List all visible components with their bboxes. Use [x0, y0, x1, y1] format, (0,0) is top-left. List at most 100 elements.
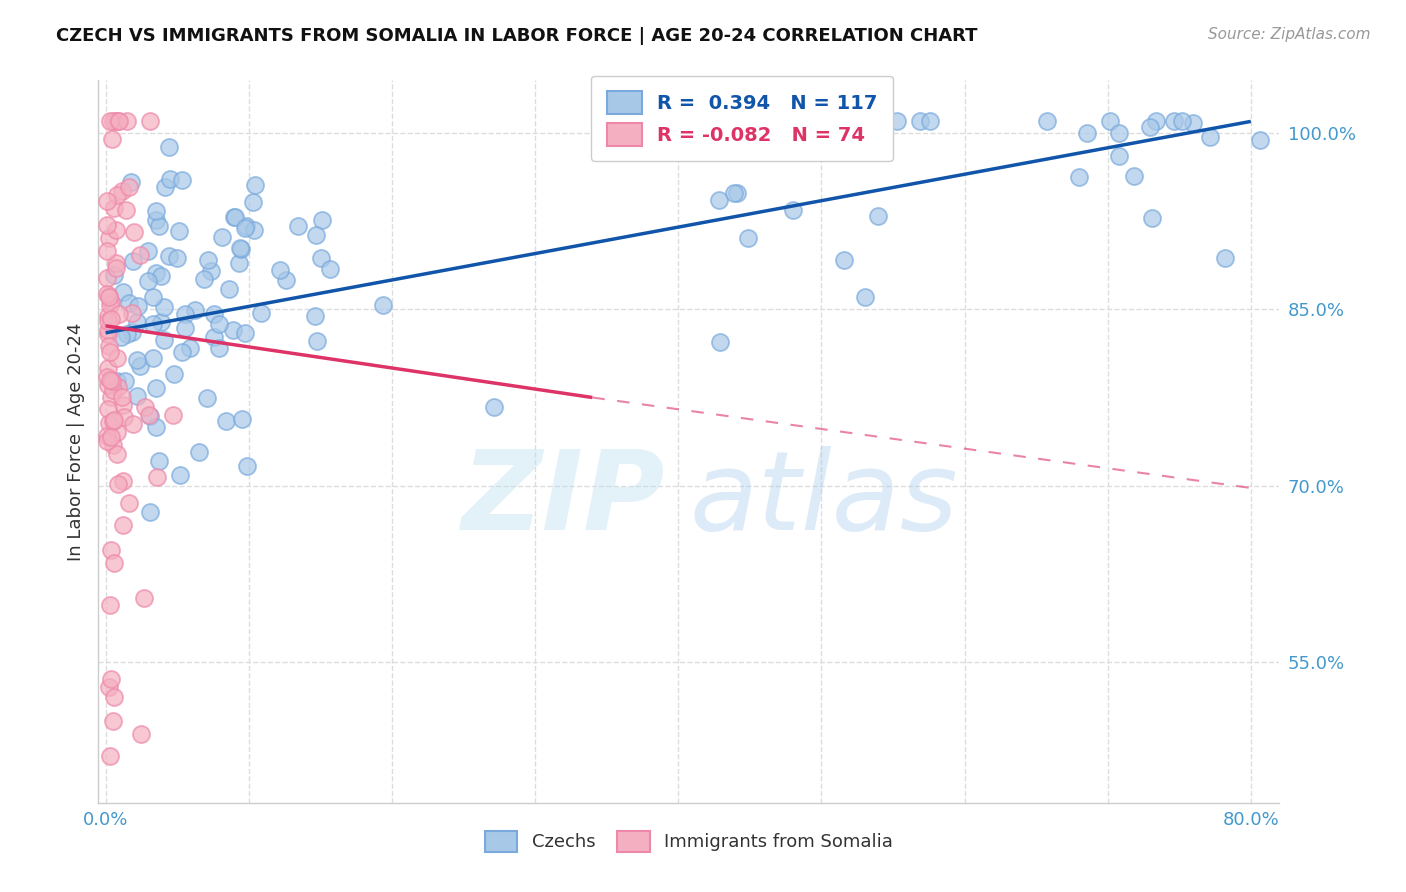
Point	[110, 329, 132, 343]
Point	[309, 251, 332, 265]
Point	[128, 248, 150, 262]
Point	[100, 430, 122, 444]
Point	[122, 225, 145, 239]
Point	[179, 342, 201, 356]
Point	[100, 673, 122, 687]
Point	[148, 219, 170, 233]
Point	[318, 261, 340, 276]
Point	[134, 591, 156, 606]
Point	[202, 307, 225, 321]
Point	[96, 314, 118, 328]
Point	[100, 294, 122, 309]
Point	[167, 224, 190, 238]
Point	[153, 179, 176, 194]
Point	[101, 383, 124, 397]
Point	[111, 184, 134, 198]
Point	[114, 375, 136, 389]
Point	[482, 401, 505, 415]
Point	[107, 307, 129, 321]
Point	[243, 178, 266, 193]
Point	[229, 242, 252, 256]
Point	[103, 414, 125, 428]
Point	[134, 400, 156, 414]
Point	[103, 690, 125, 704]
Point	[153, 334, 176, 348]
Point	[98, 231, 121, 245]
Point	[98, 416, 121, 430]
Point	[117, 327, 139, 342]
Point	[112, 398, 135, 412]
Point	[1249, 133, 1271, 147]
Point	[121, 306, 143, 320]
Point	[107, 380, 129, 394]
Point	[145, 266, 167, 280]
Point	[725, 186, 748, 201]
Point	[139, 505, 162, 519]
Point	[235, 219, 257, 233]
Point	[1067, 169, 1090, 184]
Point	[104, 261, 127, 276]
Point	[188, 445, 211, 459]
Point	[101, 714, 124, 728]
Point	[97, 309, 120, 323]
Point	[242, 194, 264, 209]
Point	[96, 218, 118, 232]
Point	[148, 454, 170, 468]
Point	[118, 179, 141, 194]
Point	[105, 256, 128, 270]
Point	[129, 359, 152, 374]
Point	[782, 203, 804, 218]
Point	[101, 132, 124, 146]
Point	[105, 223, 128, 237]
Point	[157, 249, 180, 263]
Point	[236, 459, 259, 474]
Point	[224, 210, 246, 224]
Point	[111, 390, 134, 404]
Point	[157, 140, 180, 154]
Point	[162, 408, 184, 422]
Point	[142, 318, 165, 332]
Point	[737, 230, 759, 244]
Point	[211, 230, 233, 244]
Point	[98, 372, 121, 386]
Point	[97, 339, 120, 353]
Point	[120, 175, 142, 189]
Point	[129, 727, 152, 741]
Point	[371, 298, 394, 312]
Point	[910, 114, 932, 128]
Point	[1108, 126, 1130, 140]
Point	[1098, 114, 1121, 128]
Point	[136, 275, 159, 289]
Point	[100, 390, 122, 404]
Point	[169, 467, 191, 482]
Point	[170, 173, 193, 187]
Point	[709, 334, 731, 349]
Point	[184, 302, 207, 317]
Point	[1036, 114, 1059, 128]
Point	[97, 378, 120, 392]
Point	[96, 369, 118, 384]
Point	[114, 410, 136, 425]
Point	[173, 321, 195, 335]
Point	[97, 288, 120, 302]
Point	[98, 289, 121, 303]
Point	[162, 367, 184, 381]
Point	[105, 375, 128, 389]
Point	[1139, 120, 1161, 134]
Point	[101, 374, 124, 388]
Point	[145, 420, 167, 434]
Point	[918, 114, 941, 128]
Point	[723, 186, 745, 200]
Point	[305, 228, 328, 243]
Point	[96, 428, 118, 442]
Point	[195, 391, 218, 405]
Point	[111, 517, 134, 532]
Point	[105, 187, 128, 202]
Point	[122, 254, 145, 268]
Point	[215, 414, 238, 428]
Point	[98, 598, 121, 612]
Point	[103, 201, 125, 215]
Point	[96, 194, 118, 208]
Point	[233, 326, 256, 341]
Point	[121, 325, 143, 339]
